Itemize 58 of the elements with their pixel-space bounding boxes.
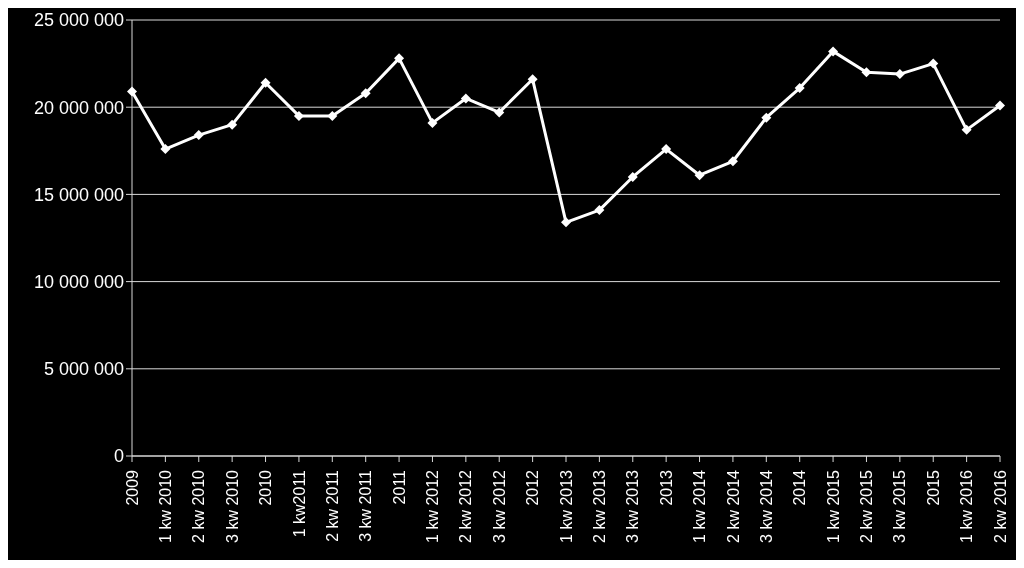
x-tick-label: 2 kw 2011 [323, 469, 341, 542]
point [293, 110, 304, 121]
point [627, 171, 638, 182]
y-tick-label: 15 000 000 [33, 184, 124, 205]
point [160, 144, 171, 155]
y-tick-label: 25 000 000 [33, 10, 124, 31]
x-tick-label: 3 kw 2012 [490, 469, 508, 543]
point [561, 217, 571, 228]
y-tick-label: 10 000 000 [33, 271, 124, 292]
point [427, 117, 438, 128]
x-tick-label: 2013 [657, 469, 675, 506]
x-tick-label: 1 kw 2010 [156, 469, 174, 543]
y-tick-label: 20 000 000 [33, 97, 124, 118]
x-tick-label: 3 kw 2014 [757, 469, 775, 543]
point [727, 156, 738, 167]
point [460, 93, 471, 104]
x-tick-label: 1 kw 2013 [557, 469, 575, 543]
x-tick-label: 2012 [524, 469, 542, 506]
y-tick-label: 0 [113, 446, 124, 467]
x-tick-label: 2014 [791, 469, 809, 506]
point [360, 88, 371, 99]
x-tick-label: 2015 [924, 469, 942, 506]
x-tick-label: 2 kw 2016 [991, 469, 1009, 543]
point [961, 124, 972, 135]
x-tick-label: 1 kw 2016 [958, 469, 976, 543]
x-tick-label: 2 kw 2012 [457, 469, 475, 543]
point [227, 119, 238, 130]
point [494, 107, 505, 118]
point [260, 77, 271, 88]
x-tick-label: 3 kw 2011 [357, 469, 375, 542]
point [928, 58, 939, 69]
point [794, 83, 805, 94]
x-tick-label: 1 kw2011 [290, 469, 308, 538]
x-tick-label: 2 kw 2014 [724, 469, 742, 543]
x-tick-label: 1 kw 2015 [824, 469, 842, 543]
x-tick-label: 3 kw 2013 [624, 469, 642, 543]
x-tick-label: 3 kw 2010 [223, 469, 241, 543]
x-tick-label: 2010 [257, 469, 275, 506]
point [127, 86, 137, 97]
x-tick-label: 3 kw 2015 [891, 469, 909, 543]
x-tick-label: 2009 [123, 469, 141, 506]
x-tick-label: 1 kw 2014 [691, 469, 709, 543]
point [527, 74, 538, 85]
point [761, 112, 772, 123]
x-tick-label: 2 kw 2015 [858, 469, 876, 543]
point [661, 144, 672, 155]
x-tick-label: 1 kw 2012 [424, 469, 442, 543]
point [828, 46, 839, 57]
point [594, 205, 605, 216]
x-tick-label: 2 kw 2010 [190, 469, 208, 543]
point [394, 53, 405, 64]
y-tick-label: 5 000 000 [43, 359, 124, 380]
point [995, 100, 1005, 111]
point [694, 170, 705, 181]
x-tick-label: 2 kw 2013 [590, 469, 608, 543]
point [327, 110, 338, 121]
point [193, 130, 204, 141]
x-tick-label: 2011 [390, 469, 408, 505]
